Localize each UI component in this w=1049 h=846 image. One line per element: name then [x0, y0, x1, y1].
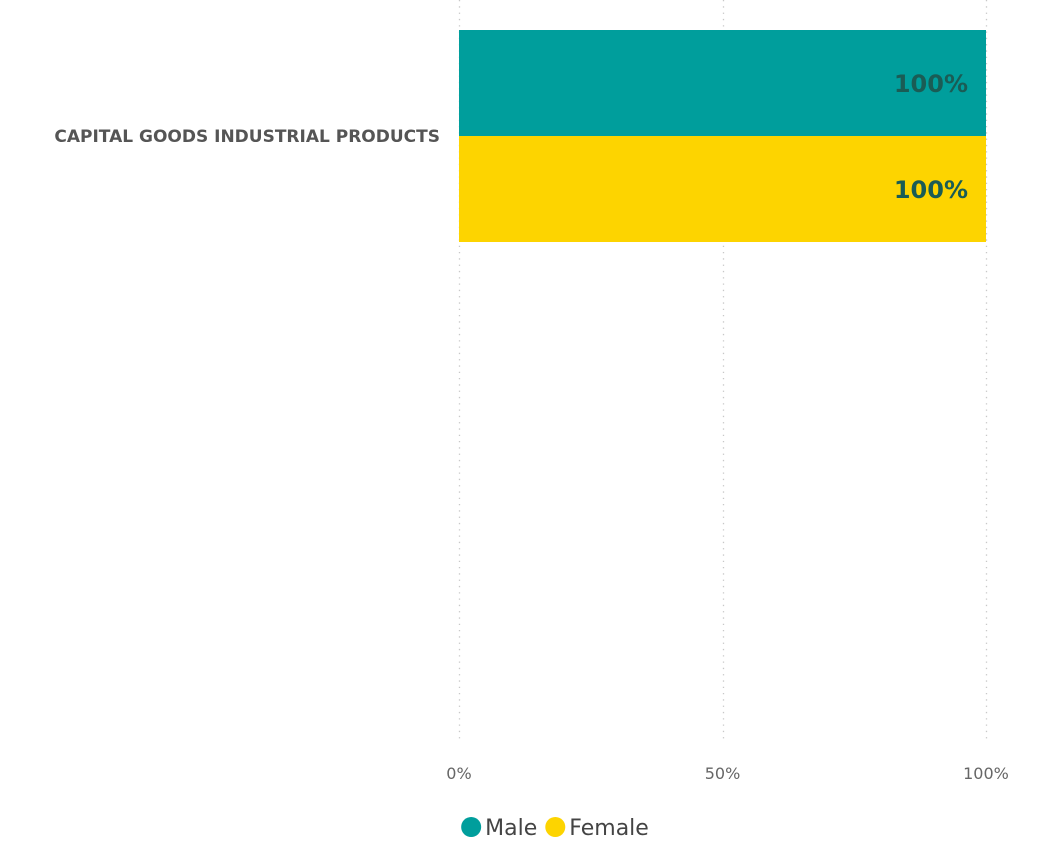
category-labels: CAPITAL GOODS INDUSTRIAL PRODUCTS — [54, 127, 440, 147]
bar-female[interactable] — [459, 136, 986, 242]
legend-marker-female — [545, 817, 566, 837]
gridlines — [458, 0, 988, 742]
legend-label-male: Male — [485, 816, 537, 841]
data-label: 100% — [894, 176, 968, 204]
legend-label-female: Female — [569, 816, 649, 841]
x-tick-label: 0% — [446, 764, 471, 783]
legend: Male Female — [461, 816, 649, 841]
bar-male[interactable] — [459, 30, 986, 136]
category-label: CAPITAL GOODS INDUSTRIAL PRODUCTS — [54, 127, 440, 147]
data-label: 100% — [894, 70, 968, 98]
legend-marker-male — [461, 817, 482, 837]
x-tick-label: 100% — [963, 764, 1009, 783]
x-tick-label: 50% — [705, 764, 741, 783]
bars: 100% 100% — [459, 30, 986, 242]
x-axis-ticks: 0% 50% 100% — [446, 764, 1009, 783]
